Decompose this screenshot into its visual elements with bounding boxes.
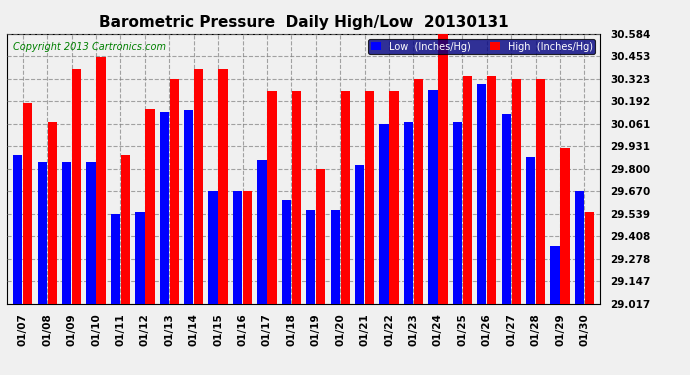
Bar xyxy=(428,90,437,304)
Bar xyxy=(487,76,496,304)
Bar xyxy=(526,157,535,304)
Bar xyxy=(575,191,584,304)
Bar xyxy=(257,160,266,304)
Bar xyxy=(551,246,560,304)
Bar xyxy=(111,214,120,304)
Bar xyxy=(477,84,486,304)
Bar xyxy=(86,162,96,304)
Bar xyxy=(511,79,521,304)
Bar xyxy=(208,191,218,304)
Legend: Low  (Inches/Hg), High  (Inches/Hg): Low (Inches/Hg), High (Inches/Hg) xyxy=(368,39,595,54)
Bar xyxy=(194,69,204,304)
Bar xyxy=(463,76,472,304)
Bar xyxy=(159,112,169,304)
Bar xyxy=(502,114,511,304)
Bar xyxy=(135,212,144,304)
Bar xyxy=(145,108,155,304)
Bar xyxy=(170,79,179,304)
Bar xyxy=(267,91,277,304)
Bar xyxy=(72,69,81,304)
Bar xyxy=(219,69,228,304)
Bar xyxy=(453,122,462,304)
Bar xyxy=(355,165,364,304)
Bar xyxy=(233,191,242,304)
Bar xyxy=(585,212,594,304)
Bar xyxy=(292,91,301,304)
Bar xyxy=(13,155,22,304)
Bar xyxy=(389,91,399,304)
Bar xyxy=(121,155,130,304)
Bar xyxy=(404,122,413,304)
Bar xyxy=(365,91,374,304)
Bar xyxy=(414,79,423,304)
Bar xyxy=(97,57,106,304)
Text: Copyright 2013 Cartronics.com: Copyright 2013 Cartronics.com xyxy=(13,42,166,52)
Bar xyxy=(306,210,315,304)
Bar xyxy=(380,124,388,304)
Bar xyxy=(536,79,545,304)
Bar xyxy=(316,169,326,304)
Bar xyxy=(282,200,291,304)
Bar xyxy=(23,104,32,304)
Bar xyxy=(48,122,57,304)
Bar xyxy=(341,91,350,304)
Bar xyxy=(560,148,570,304)
Bar xyxy=(62,162,71,304)
Bar xyxy=(184,110,193,304)
Bar xyxy=(37,162,47,304)
Bar xyxy=(331,210,340,304)
Bar xyxy=(438,34,448,304)
Title: Barometric Pressure  Daily High/Low  20130131: Barometric Pressure Daily High/Low 20130… xyxy=(99,15,509,30)
Bar xyxy=(243,191,253,304)
